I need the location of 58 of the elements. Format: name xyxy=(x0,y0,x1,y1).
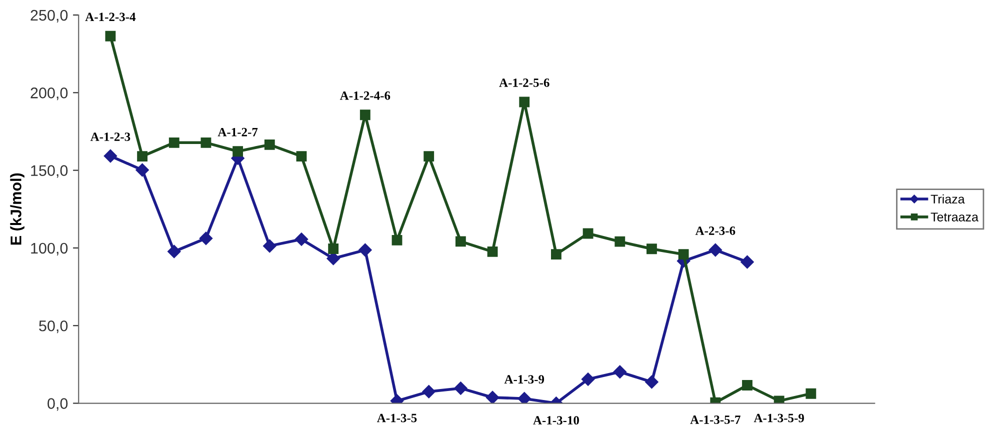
point xyxy=(105,30,116,42)
data-label: A-1-3-5 xyxy=(376,414,417,422)
point xyxy=(454,382,468,395)
point xyxy=(137,151,148,162)
point xyxy=(199,232,213,245)
point xyxy=(264,139,275,150)
point xyxy=(168,137,180,148)
data-label: A-1-3-5-9 xyxy=(754,414,804,422)
data-label: A-1-2-7 xyxy=(218,128,258,136)
point xyxy=(104,149,118,163)
point xyxy=(168,244,181,258)
data-label: A-1-3-5-7 xyxy=(690,416,740,424)
point xyxy=(740,255,754,269)
point xyxy=(614,236,626,247)
point xyxy=(742,380,752,390)
point xyxy=(294,232,308,246)
y-tick-label: 100,0 xyxy=(31,242,68,256)
point xyxy=(424,151,434,162)
data-label: A-1-2-3 xyxy=(90,132,130,141)
point xyxy=(582,228,594,239)
point xyxy=(581,372,595,386)
point xyxy=(519,96,530,108)
point xyxy=(360,110,370,120)
point xyxy=(232,146,244,157)
data-label: A-1-2-4-6 xyxy=(340,91,390,100)
point xyxy=(550,249,562,260)
point xyxy=(645,375,658,389)
point xyxy=(136,163,149,177)
point xyxy=(455,236,466,247)
point xyxy=(486,390,500,404)
legend-label: Triaza xyxy=(930,194,965,204)
data-label: A-2-3-6 xyxy=(695,226,736,235)
point xyxy=(806,388,816,399)
data-label: A-1-3-9 xyxy=(504,375,544,384)
point xyxy=(328,244,339,254)
point xyxy=(774,396,784,404)
data-label: A-1-2-3-4 xyxy=(85,12,136,22)
legend-label: Tetraaza xyxy=(930,212,978,222)
point xyxy=(296,151,307,162)
point xyxy=(646,244,657,254)
y-tick-label: 150,0 xyxy=(31,165,68,178)
point xyxy=(487,246,498,257)
point xyxy=(358,243,372,257)
data-label: A-1-3-10 xyxy=(533,416,579,425)
y-tick-label: 200,0 xyxy=(30,88,68,100)
point xyxy=(708,243,722,257)
y-tick-label: 250,0 xyxy=(30,10,68,23)
point xyxy=(200,137,212,148)
data-label: A-1-2-5-6 xyxy=(499,78,550,87)
point xyxy=(263,239,276,253)
point xyxy=(392,234,402,246)
point xyxy=(422,385,436,398)
y-axis-title: E (kJ/mol) xyxy=(10,173,24,245)
y-tick-label: 0,0 xyxy=(48,398,68,411)
point xyxy=(678,249,689,260)
y-tick-label: 50,0 xyxy=(39,320,68,334)
point xyxy=(613,365,626,378)
point xyxy=(518,392,531,404)
